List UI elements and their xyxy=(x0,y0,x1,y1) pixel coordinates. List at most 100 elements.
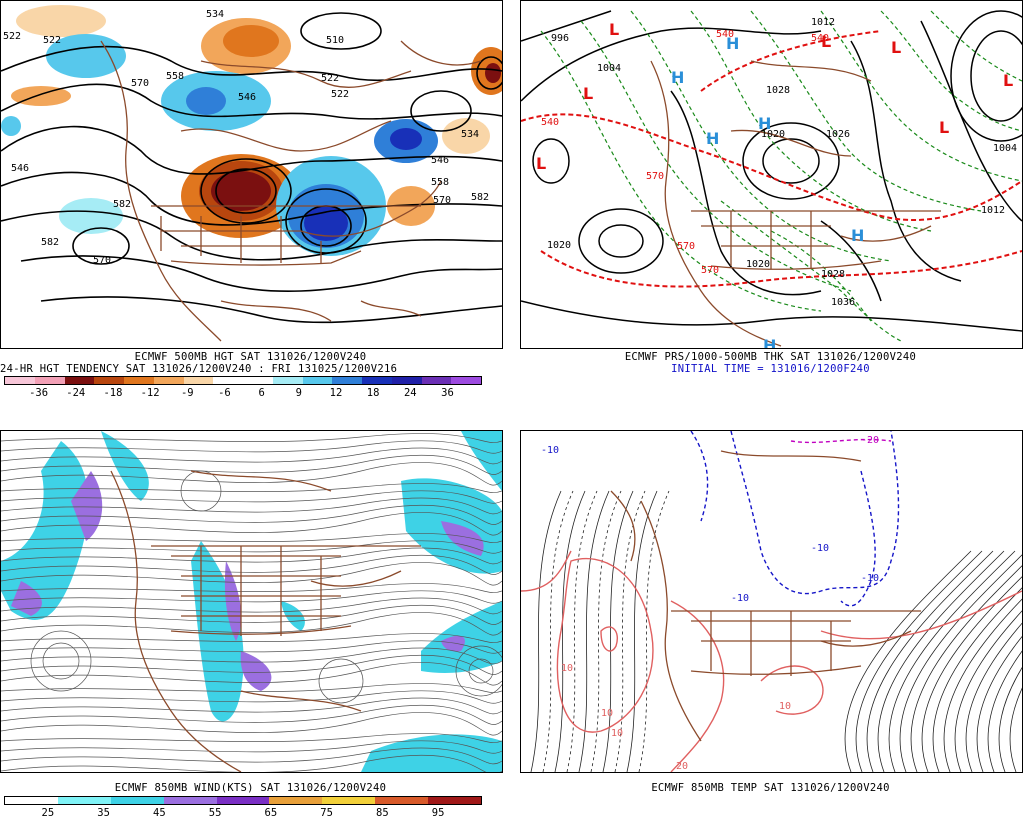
isotherm-line xyxy=(844,550,972,772)
colorbar-segment xyxy=(269,797,323,804)
tendency-colorbar xyxy=(4,376,482,385)
isotherm-line xyxy=(866,550,994,772)
colorbar-tick-label: 85 xyxy=(376,807,389,819)
wind-speed-colorbar-ticks: 25 35 45 55 65 75 85 95 xyxy=(20,807,466,819)
colorbar-segment xyxy=(64,377,95,384)
colorbar-tick-label: -36 xyxy=(29,387,49,399)
colorbar-segment xyxy=(451,377,481,384)
high-pressure-center: H xyxy=(851,226,864,245)
thickness-label: 540 xyxy=(716,29,734,40)
colorbar-segment xyxy=(57,797,111,804)
isotherm-line xyxy=(976,636,1022,772)
streamline xyxy=(1,712,502,736)
streamline xyxy=(1,533,502,544)
colorbar-segment xyxy=(428,797,482,804)
colorbar-tick-label: -6 xyxy=(218,387,231,399)
low-pressure-center: L xyxy=(1003,71,1013,90)
isobar-label: 1012 xyxy=(811,17,835,28)
thickness-labels: 540 540 570 570 570 540 xyxy=(541,29,829,276)
streamline xyxy=(1,597,502,615)
isotherm-label: -10 xyxy=(541,445,559,456)
streamline xyxy=(1,433,502,444)
streamline xyxy=(1,740,502,754)
streamline xyxy=(1,704,502,725)
colorbar-segment xyxy=(153,377,184,384)
map-850mb-temperature: -10 -10 10 10 10 10 -20 20 -10 -10 xyxy=(520,430,1023,773)
isotherm-line xyxy=(566,490,598,772)
isobar-label: 1012 xyxy=(981,205,1005,216)
contour-label: 582 xyxy=(471,192,489,203)
thickness-label: 570 xyxy=(677,241,695,252)
streamline xyxy=(1,483,502,494)
panel-caption-title: ECMWF 500MB HGT SAT 131026/1200V240 xyxy=(134,351,367,363)
streamline-vortex xyxy=(468,658,494,684)
high-pressure-markers: H H H H H H xyxy=(671,34,864,348)
isobar-label: 1020 xyxy=(761,129,785,140)
colorbar-segment xyxy=(391,377,422,384)
isotherm-line xyxy=(932,587,1022,772)
political-boundaries xyxy=(650,60,941,347)
thickness-label: 540 xyxy=(541,117,559,128)
low-pressure-center: L xyxy=(609,20,619,39)
colorbar-segment xyxy=(183,377,214,384)
contour-labels: 534 522 510 522 570 558 546 522 534 546 … xyxy=(3,9,489,266)
streamline xyxy=(1,754,502,772)
streamline xyxy=(1,733,502,744)
isotherm-line xyxy=(542,490,574,772)
high-pressure-center: H xyxy=(671,68,684,87)
isotherm-line xyxy=(899,554,1022,772)
contour-label: 522 xyxy=(321,73,339,84)
isobar-label: 1026 xyxy=(826,129,850,140)
isobar-label: 1020 xyxy=(547,240,571,251)
colorbar-tick-label: 9 xyxy=(295,387,302,399)
thickness-label: 570 xyxy=(701,265,719,276)
colorbar-segment xyxy=(216,797,270,804)
isotherm-label: 10 xyxy=(611,728,623,739)
isotherm-line xyxy=(855,550,983,772)
colorbar-tick-label: -9 xyxy=(180,387,194,399)
colorbar-tick-label: 45 xyxy=(153,807,166,819)
colorbar-tick-label: 24 xyxy=(403,387,417,399)
isotherm-line xyxy=(638,490,670,772)
colorbar-segment xyxy=(322,797,376,804)
colorbar-segment xyxy=(124,377,154,384)
colorbar-segment xyxy=(34,377,65,384)
streamline xyxy=(1,604,502,625)
low-pressure-center: L xyxy=(939,118,949,137)
colorbar-tick-label: 6 xyxy=(258,387,265,399)
contour-label: 546 xyxy=(431,155,449,166)
panel-caption-initial-time: INITIAL TIME = 131016/1200F240 xyxy=(671,363,870,375)
height-tendency-shading xyxy=(1,5,502,256)
political-boundaries xyxy=(110,470,421,772)
colorbar-segment xyxy=(421,377,452,384)
streamline xyxy=(1,462,502,486)
thickness-label: 540 xyxy=(811,33,829,44)
high-pressure-center: H xyxy=(706,129,719,148)
streamline xyxy=(1,540,502,554)
streamline xyxy=(1,490,502,504)
temperature-contours xyxy=(530,490,1022,772)
contour-label: 510 xyxy=(326,35,344,46)
colorbar-segment xyxy=(94,377,124,384)
streamline xyxy=(1,440,502,454)
colorbar-tick-label: 18 xyxy=(366,387,380,399)
streamline xyxy=(1,590,502,604)
isobar-labels: 1020 1012 1028 1020 1026 1020 1028 1036 … xyxy=(547,17,1017,308)
colorbar-tick-label: 12 xyxy=(329,387,343,399)
cold-isotherms xyxy=(690,431,900,607)
map-850mb-wind xyxy=(0,430,503,773)
map-500mb-height: 534 522 510 522 570 558 546 522 534 546 … xyxy=(0,0,503,349)
isotherm-line xyxy=(530,490,562,772)
streamline xyxy=(1,640,502,654)
contour-label: 534 xyxy=(461,129,479,140)
streamline xyxy=(1,583,502,594)
streamlines xyxy=(1,433,502,772)
isotherm-line xyxy=(921,576,1022,772)
colorbar-segment xyxy=(163,797,217,804)
colorbar-segment xyxy=(5,797,58,804)
contour-label: 534 xyxy=(206,9,224,20)
freezing-isotherm xyxy=(790,438,892,444)
panel-500mb-height: 534 522 510 522 570 558 546 522 534 546 … xyxy=(0,0,504,410)
tendency-colorbar-ticks: -36 -24 -18 -12 -9 -6 6 9 12 18 24 36 xyxy=(20,387,466,399)
map-pressure-thickness: H H H H H H L L L L L L L 1020 1012 1028… xyxy=(520,0,1023,349)
